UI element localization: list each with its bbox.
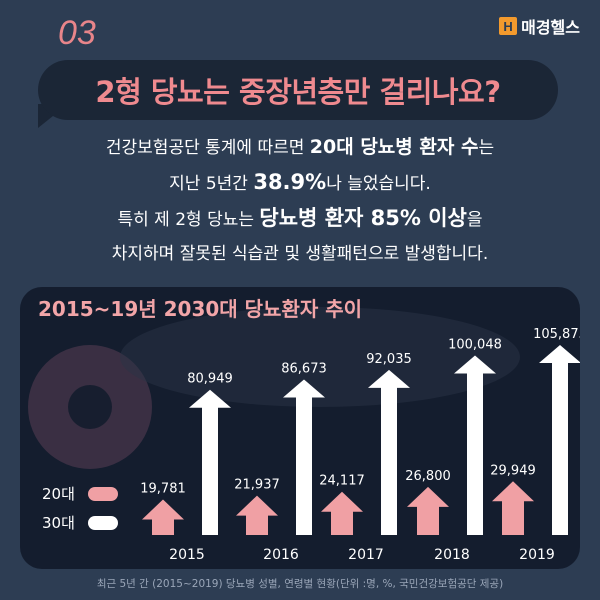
source-note: 최근 5년 간 (2015~2019) 당뇨병 성별, 연령별 현황(단위 :명… [96,578,504,590]
bar-20s-2017 [321,491,363,535]
chart-panel: 19,781 80,949 2015 21,937 86,673 2016 24,117 92… [20,287,580,569]
body-line-1-text: 건강보험공단 통계에 따르면 [105,138,310,158]
brand-logo: H 매경헬스 [499,14,580,38]
body-line-1: 건강보험공단 통계에 따르면 20대 당뇨병 환자 수는 [0,130,600,165]
brand-name: 매경헬스 [521,18,580,37]
legend-label-30s: 30대 [42,514,75,532]
bar-30s-2015 [189,389,231,535]
bar-30s-2018 [454,355,496,535]
body-text: 건강보험공단 통계에 따르면 20대 당뇨병 환자 수는 지난 5년간 38.9… [0,130,600,271]
headline-bubble: 2형 당뇨는 중장년층만 걸리나요? [38,60,558,120]
body-line-2-text: 지난 5년간 [169,174,254,194]
brand-logo-icon: H [499,17,518,35]
donut-background-image [28,307,520,469]
bar-30s-2019 [539,345,580,535]
body-line-3: 특히 제 2형 당뇨는 당뇨병 환자 85% 이상을 [0,201,600,237]
x-tick-label-2015: 2015 [169,547,205,563]
body-line-3-text: 특히 제 2형 당뇨는 [117,210,260,230]
body-line-1-emphasis: 20대 당뇨병 환자 수 [309,136,479,158]
body-line-3-emphasis: 당뇨병 환자 85% 이상 [259,206,467,230]
data-label-30s-2016: 86,673 [281,361,327,376]
x-tick-label-2016: 2016 [263,547,299,563]
x-tick-label-2017: 2017 [348,547,384,563]
bar-chart: 19,781 80,949 2015 21,937 86,673 2016 24,117 92… [140,327,580,563]
legend-item-30s: 30대 [42,512,118,533]
bar-20s-2018 [407,486,449,535]
bar-30s-2017 [368,369,410,535]
data-label-20s-2019: 29,949 [490,463,536,478]
data-label-30s-2015: 80,949 [187,372,233,387]
chart-title: 2015~19년 2030대 당뇨환자 추이 [38,297,363,321]
data-label-20s-2015: 19,781 [140,482,186,497]
section-number: 03 [58,14,96,52]
body-line-2-emphasis: 38.9% [253,170,327,194]
x-tick-label-2018: 2018 [434,547,470,563]
chart-legend: 20대 30대 [42,483,118,541]
legend-swatch-20s [88,486,118,501]
legend-swatch-30s [88,515,118,530]
body-line-2: 지난 5년간 38.9%나 늘었습니다. [0,165,600,201]
data-label-30s-2019: 105,875 [533,327,580,342]
data-label-30s-2018: 100,048 [448,337,502,352]
legend-item-20s: 20대 [42,483,118,504]
data-label-20s-2017: 24,117 [319,474,365,489]
body-line-1-end: 는 [478,138,495,158]
body-line-3-end: 을 [466,210,483,230]
data-label-20s-2016: 21,937 [234,478,280,493]
bar-20s-2016 [236,495,278,535]
data-label-30s-2017: 92,035 [366,352,412,367]
bar-30s-2016 [283,379,325,535]
data-label-20s-2018: 26,800 [405,469,451,484]
headline: 2형 당뇨는 중장년층만 걸리나요? [95,75,501,109]
body-line-2-end: 나 늘었습니다. [326,174,431,194]
bar-20s-2015 [142,499,184,535]
body-line-4: 차지하며 잘못된 식습관 및 생활패턴으로 발생합니다. [111,244,489,264]
x-tick-label-2019: 2019 [519,547,555,563]
legend-label-20s: 20대 [42,485,75,503]
bar-20s-2019 [492,481,534,535]
